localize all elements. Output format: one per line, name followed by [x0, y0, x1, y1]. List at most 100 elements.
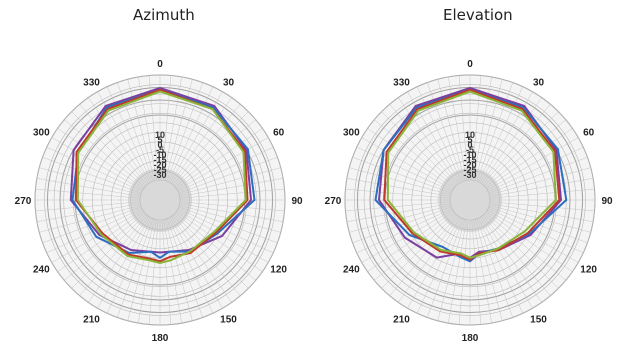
elevation-grid-spoke	[361, 137, 453, 191]
elevation-grid-spoke	[389, 104, 458, 185]
azimuth-grid-spoke	[35, 201, 141, 212]
elevation-series-1	[374, 88, 568, 263]
azimuth-grid-spoke	[161, 219, 172, 325]
elevation-grid-spoke	[381, 213, 457, 289]
elevation-grid-spoke	[481, 97, 542, 184]
elevation-grid-spoke	[483, 111, 559, 187]
azimuth-grid-spoke	[46, 208, 142, 254]
elevation-grid-spoke	[482, 104, 551, 185]
azimuth-grid-spoke	[176, 128, 263, 189]
azimuth-angle-label: 270	[15, 196, 32, 207]
elevation-series-2	[383, 88, 561, 261]
azimuth-grid-spoke	[164, 79, 193, 181]
elevation-angle-label: 240	[343, 265, 360, 276]
elevation-angle-label: 90	[601, 196, 613, 207]
elevation-grid-spoke	[374, 119, 455, 188]
azimuth-grid-spoke	[51, 137, 143, 191]
elevation-grid-spoke	[489, 204, 591, 233]
elevation-grid-spoke	[473, 219, 492, 324]
elevation-grid-spoke	[361, 209, 453, 263]
azimuth-grid-spoke	[175, 119, 256, 188]
elevation-grid-spoke	[427, 82, 464, 182]
elevation-grid-spoke	[489, 167, 591, 196]
elevation-grid-spoke	[487, 209, 579, 263]
elevation-grid-spoke	[389, 215, 458, 296]
elevation-angle-label: 150	[530, 315, 547, 326]
azimuth-grid-spoke	[173, 213, 249, 289]
elevation-grid-spoke	[488, 146, 584, 192]
azimuth-grid-spoke	[71, 111, 147, 187]
azimuth-radial-tick: -10	[153, 150, 166, 160]
elevation-grid-spoke	[481, 216, 542, 303]
azimuth-grid-spoke	[148, 219, 159, 325]
elevation-grid-spoke	[489, 178, 594, 197]
azimuth-grid-spoke	[57, 211, 144, 272]
elevation-radial-tick: 10	[465, 130, 475, 140]
azimuth-grid-spoke	[166, 82, 203, 182]
azimuth-angle-label: 90	[291, 196, 303, 207]
azimuth-angle-label: 30	[223, 77, 235, 88]
azimuth-grid-spoke	[64, 212, 145, 281]
elevation-series-3	[386, 90, 557, 259]
azimuth-grid-spoke	[46, 146, 142, 192]
azimuth-series-0	[69, 87, 252, 254]
azimuth-grid-spoke	[88, 97, 149, 184]
elevation-grid-spoke	[485, 212, 566, 281]
azimuth-grid-spoke	[179, 167, 281, 196]
azimuth-grid-spoke	[179, 203, 284, 222]
azimuth-grid-spoke	[106, 218, 152, 314]
elevation-grid-spoke	[352, 206, 452, 243]
azimuth-grid-spoke	[166, 218, 203, 318]
azimuth-grid-spoke	[88, 216, 149, 303]
azimuth-grid-spoke	[178, 157, 278, 194]
azimuth-grid-spoke	[71, 213, 147, 289]
elevation-grid-spoke	[448, 219, 467, 324]
azimuth-angle-label: 60	[273, 128, 285, 139]
azimuth-grid-spoke	[179, 188, 285, 199]
azimuth-radial-tick: -30	[153, 170, 166, 180]
azimuth-title: Azimuth	[133, 6, 195, 24]
azimuth-grid-spoke	[171, 97, 232, 184]
elevation-grid-spoke	[367, 128, 454, 189]
elevation-radial-tick: -20	[463, 160, 476, 170]
azimuth-angle-label: 300	[33, 128, 50, 139]
elevation-angle-label: 30	[533, 77, 545, 88]
azimuth-radial-tick: 5	[157, 135, 162, 145]
elevation-grid-spoke	[346, 178, 451, 197]
azimuth-grid-spoke	[179, 201, 285, 212]
azimuth-grid-spoke	[79, 104, 148, 185]
azimuth-grid-spoke	[117, 218, 154, 318]
azimuth-grid-spoke	[39, 167, 141, 196]
azimuth-angle-label: 210	[83, 315, 100, 326]
elevation-radial-tick: -10	[463, 150, 476, 160]
elevation-angle-label: 300	[343, 128, 360, 139]
elevation-grid-spoke	[478, 218, 524, 314]
elevation-grid-spoke	[489, 201, 595, 212]
elevation-grid-spoke	[345, 201, 451, 212]
azimuth-grid-spoke	[35, 188, 141, 199]
azimuth-grid-spoke	[173, 111, 249, 187]
elevation-grid-spoke	[407, 217, 461, 309]
elevation-grid-spoke	[488, 157, 588, 194]
elevation-radial-tick: 5	[467, 135, 472, 145]
elevation-grid-spoke	[398, 216, 459, 303]
elevation-angle-label: 330	[393, 77, 410, 88]
elevation-grid-spoke	[416, 218, 462, 314]
elevation-grid-spoke	[476, 218, 513, 318]
elevation-grid-spoke	[437, 219, 466, 321]
azimuth-grid-spoke	[97, 217, 151, 309]
azimuth-radial-tick: -20	[153, 160, 166, 170]
azimuth-grid-spoke	[175, 212, 256, 281]
elevation-grid-spoke	[482, 215, 551, 296]
azimuth-grid-spoke	[42, 157, 142, 194]
elevation-grid-spoke	[374, 212, 455, 281]
azimuth-radial-tick: 0	[157, 140, 162, 150]
elevation-grid-spoke	[485, 119, 566, 188]
azimuth-angle-label: 0	[157, 59, 163, 70]
elevation-grid-spoke	[345, 188, 451, 199]
azimuth-grid-spoke	[168, 218, 214, 314]
azimuth-grid-spoke	[164, 219, 193, 321]
azimuth-grid-spoke	[79, 215, 148, 296]
elevation-grid-spoke	[381, 111, 457, 187]
